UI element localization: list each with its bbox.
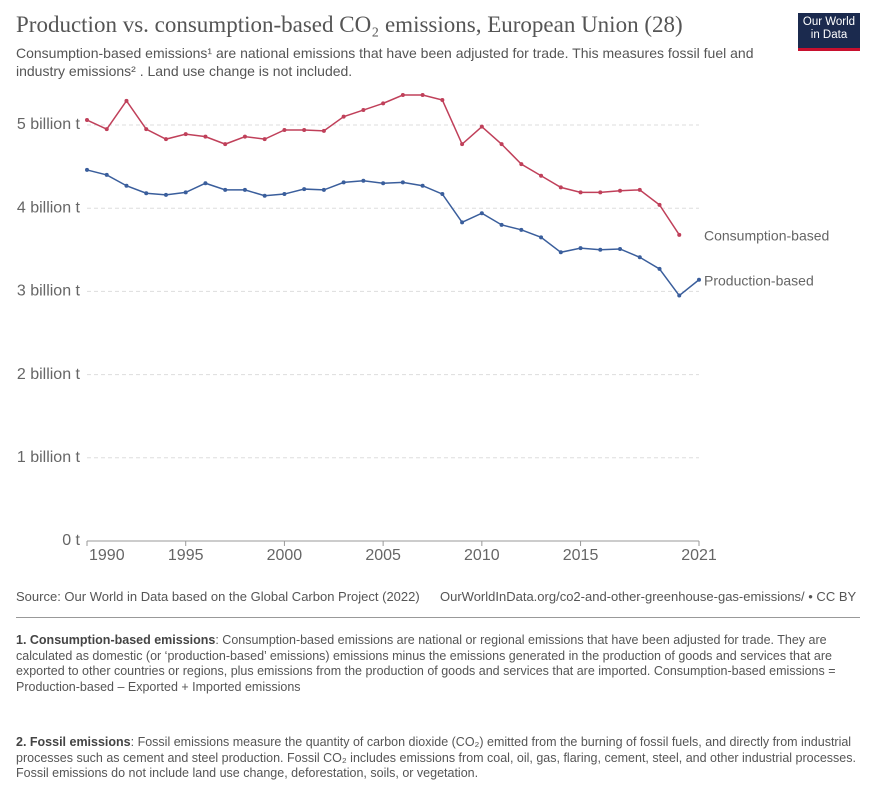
data-point bbox=[420, 183, 425, 188]
data-point bbox=[618, 246, 623, 251]
data-point bbox=[321, 187, 326, 192]
series-label: Production-based bbox=[704, 272, 814, 288]
divider bbox=[16, 617, 860, 618]
data-point bbox=[479, 211, 484, 216]
data-point bbox=[223, 142, 228, 147]
data-point bbox=[262, 137, 267, 142]
data-point bbox=[420, 93, 425, 98]
data-point bbox=[341, 114, 346, 119]
data-point bbox=[657, 202, 662, 207]
x-tick-label: 2000 bbox=[267, 547, 303, 564]
y-tick-label: 5 billion t bbox=[17, 116, 81, 133]
data-point bbox=[499, 222, 504, 227]
data-point bbox=[144, 191, 149, 196]
data-point bbox=[85, 167, 89, 172]
data-point bbox=[558, 185, 563, 190]
logo[interactable]: Our World in Data bbox=[798, 13, 860, 51]
data-point bbox=[183, 132, 188, 137]
x-tick-label: 2010 bbox=[464, 547, 500, 564]
data-point bbox=[578, 246, 583, 251]
data-point bbox=[539, 173, 544, 178]
y-tick-label: 2 billion t bbox=[17, 366, 81, 383]
data-point bbox=[321, 128, 326, 133]
data-point bbox=[163, 192, 168, 197]
data-point bbox=[183, 190, 188, 195]
data-point bbox=[104, 127, 109, 132]
subtitle: Consumption-based emissions¹ are nationa… bbox=[16, 45, 754, 79]
y-tick-label: 4 billion t bbox=[17, 199, 81, 216]
data-point bbox=[282, 192, 287, 197]
logo-line: in Data bbox=[810, 29, 848, 41]
data-point bbox=[400, 180, 405, 185]
chart: 0 t 1 billion t 2 billion t 3 billion t 4 bi… bbox=[17, 93, 829, 564]
x-tick-label: 2021 bbox=[681, 547, 717, 564]
data-point bbox=[124, 183, 129, 188]
data-point bbox=[460, 142, 465, 147]
data-point bbox=[361, 108, 366, 113]
source: Source: Our World in Data based on the G… bbox=[16, 589, 420, 604]
data-point bbox=[479, 124, 484, 129]
data-point bbox=[163, 137, 168, 142]
x-tick-label: 2005 bbox=[365, 547, 401, 564]
data-point bbox=[242, 134, 247, 139]
data-point bbox=[400, 93, 405, 98]
data-point bbox=[578, 190, 583, 195]
data-point bbox=[302, 127, 307, 132]
data-point bbox=[341, 180, 346, 185]
data-point bbox=[677, 232, 682, 237]
data-point bbox=[381, 101, 386, 106]
data-point bbox=[519, 227, 524, 232]
data-point bbox=[460, 220, 465, 225]
data-point bbox=[381, 181, 386, 186]
footnote: 2. Fossil emissions: Fossil emissions me… bbox=[16, 735, 856, 782]
data-point bbox=[657, 266, 662, 271]
y-tick-label: 3 billion t bbox=[17, 283, 81, 300]
data-point bbox=[223, 187, 228, 192]
data-point bbox=[598, 247, 603, 252]
data-point bbox=[539, 235, 544, 240]
data-point bbox=[282, 127, 287, 132]
data-point bbox=[85, 118, 89, 123]
data-point bbox=[203, 134, 208, 139]
data-point bbox=[144, 127, 149, 132]
data-point bbox=[242, 187, 247, 192]
data-point bbox=[697, 277, 701, 282]
logo-line: Our World bbox=[802, 16, 856, 28]
source-url[interactable]: OurWorldInData.org/co2-and-other-greenho… bbox=[440, 589, 857, 604]
chart-title: Production vs. consumption-based CO₂ emi… bbox=[16, 12, 683, 37]
series-label: Consumption-based bbox=[704, 228, 829, 244]
footnote-title: 2. Fossil emissions bbox=[16, 735, 131, 749]
footnote: 1. Consumption-based emissions: Consumpt… bbox=[16, 633, 856, 695]
y-tick-label: 1 billion t bbox=[17, 449, 81, 466]
x-tick-label: 1990 bbox=[89, 547, 125, 564]
series-line bbox=[86, 169, 700, 297]
data-point bbox=[637, 187, 642, 192]
data-point bbox=[499, 142, 504, 147]
footnote-title: 1. Consumption-based emissions bbox=[16, 633, 216, 647]
data-point bbox=[104, 172, 109, 177]
data-point bbox=[262, 193, 267, 198]
x-tick-label: 1995 bbox=[168, 547, 204, 564]
footnote-text: : Consumption-based emissions are nation… bbox=[16, 633, 836, 694]
data-point bbox=[203, 181, 208, 186]
data-point bbox=[519, 162, 524, 167]
data-point bbox=[637, 255, 642, 260]
data-point bbox=[124, 98, 129, 103]
data-point bbox=[598, 190, 603, 195]
data-point bbox=[618, 188, 623, 193]
series-line bbox=[86, 94, 680, 236]
data-point bbox=[558, 250, 563, 255]
footnote-text: : Fossil emissions measure the quantity … bbox=[16, 735, 856, 780]
data-point bbox=[440, 192, 445, 197]
y-tick-label: 0 t bbox=[62, 532, 80, 549]
data-point bbox=[677, 293, 682, 298]
data-point bbox=[361, 178, 366, 183]
data-point bbox=[440, 98, 445, 103]
x-tick-label: 2015 bbox=[563, 547, 599, 564]
data-point bbox=[302, 187, 307, 192]
